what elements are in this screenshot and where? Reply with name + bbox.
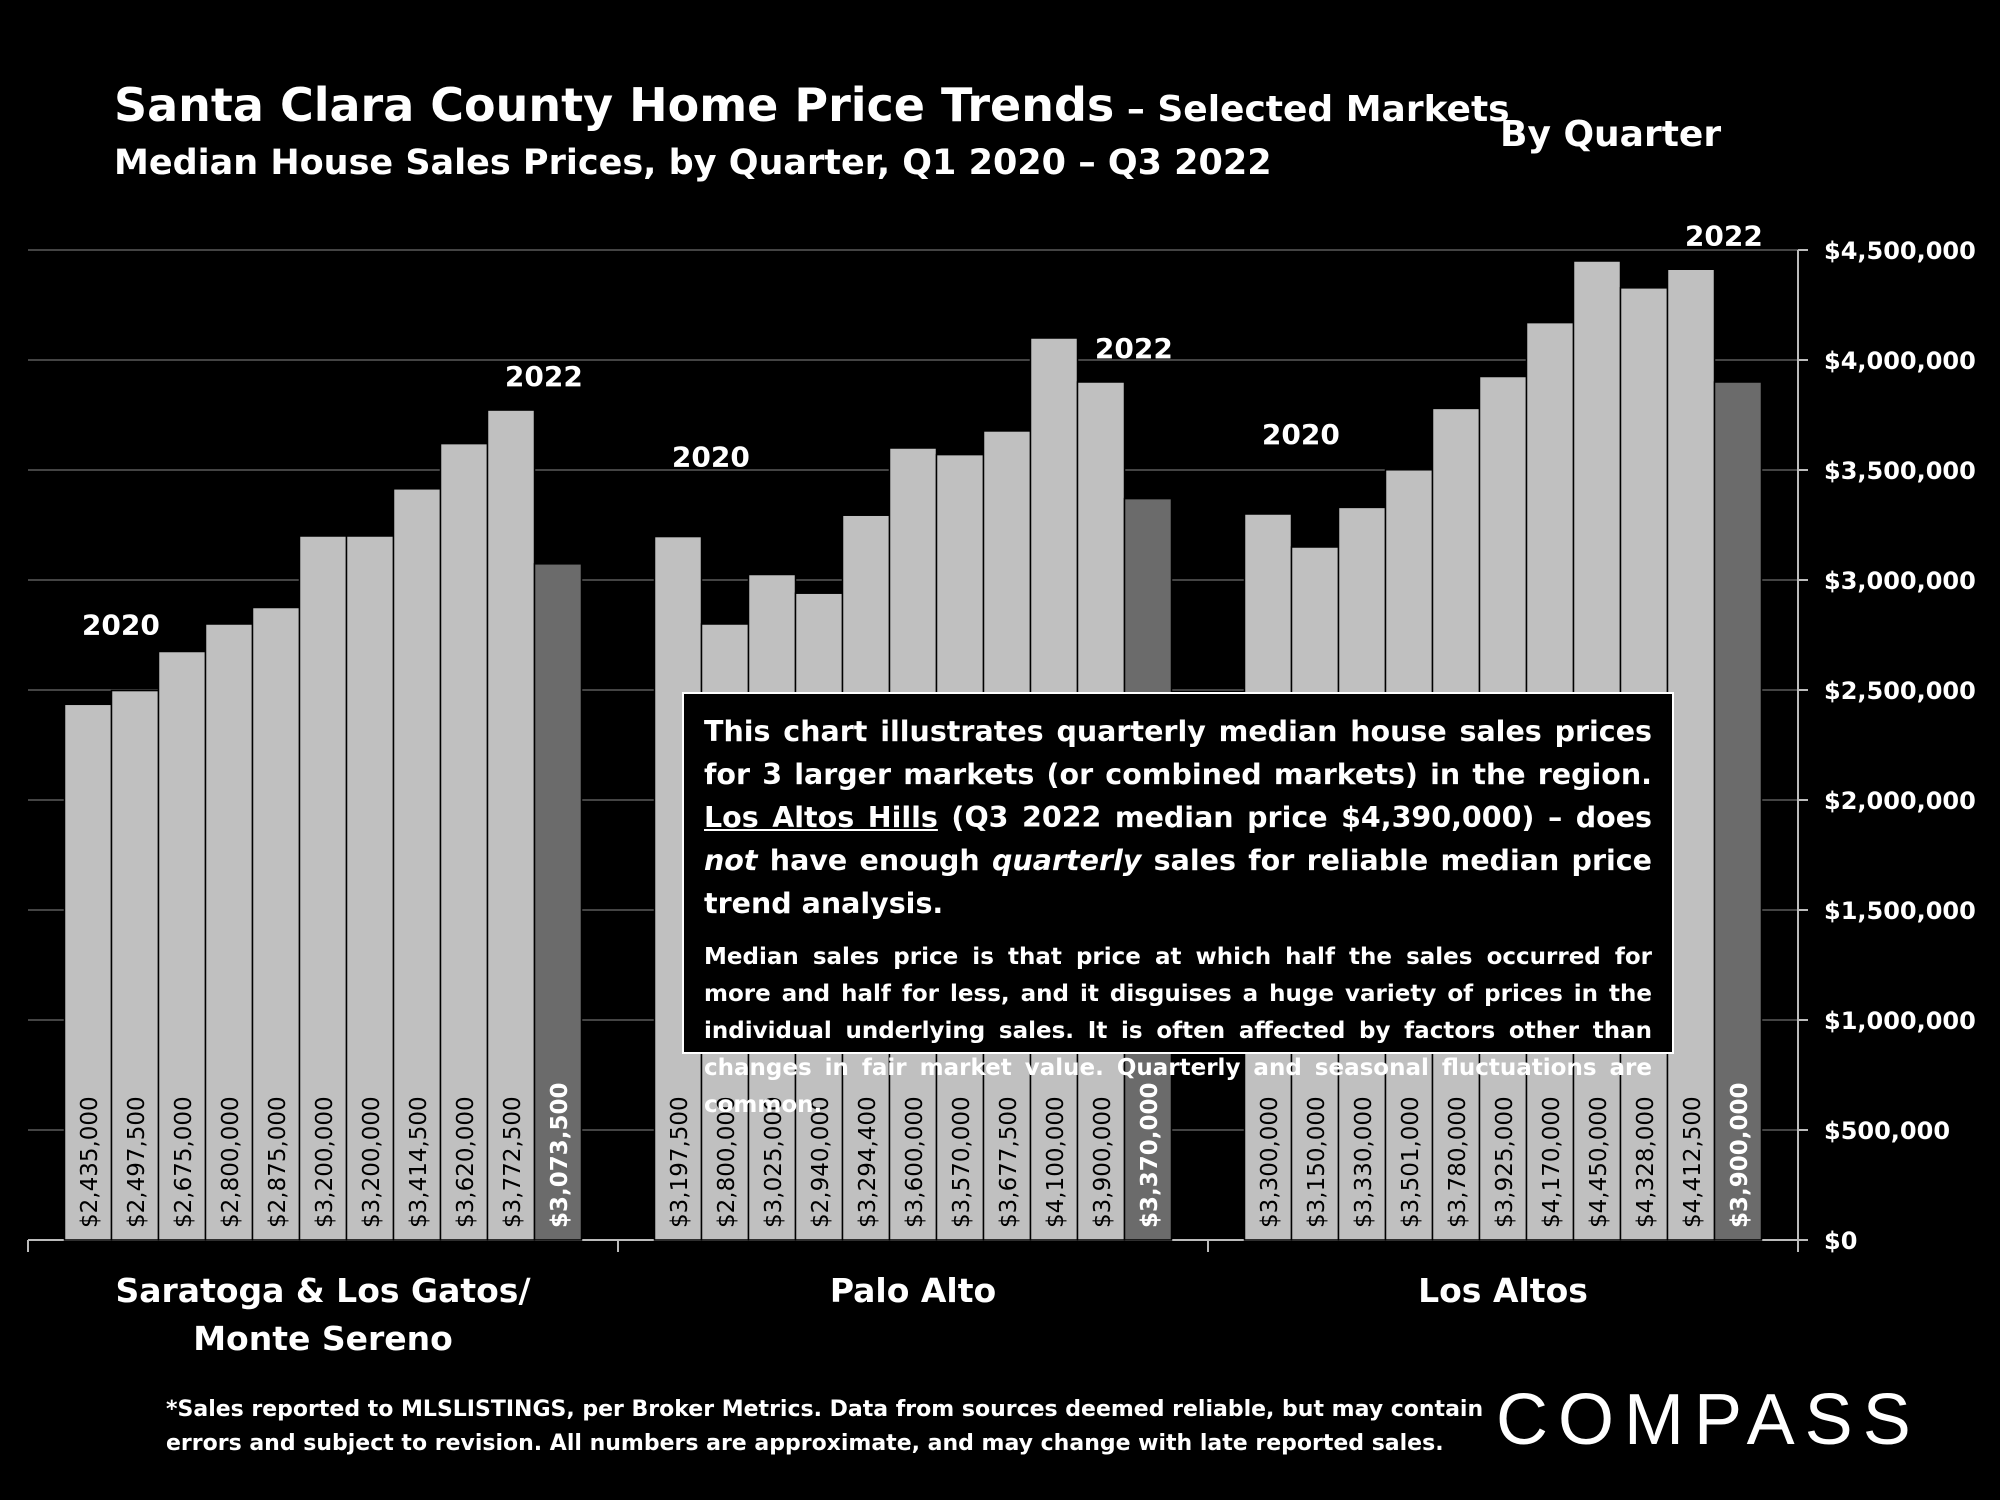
bar-value-label: $3,900,000 xyxy=(1727,1082,1753,1228)
bar xyxy=(392,488,442,1241)
footnote-line-1: *Sales reported to MLSLISTINGS, per Brok… xyxy=(166,1397,1484,1422)
category-label: Los Altos xyxy=(1418,1271,1588,1310)
bar xyxy=(251,606,301,1241)
bar xyxy=(486,409,536,1241)
bar-value-label: $3,370,000 xyxy=(1137,1082,1163,1228)
footnote: *Sales reported to MLSLISTINGS, per Brok… xyxy=(166,1393,1483,1461)
category-label: Saratoga & Los Gatos/ xyxy=(116,1271,532,1310)
bar-value-label: $2,800,000 xyxy=(218,1096,244,1228)
year-label-start: 2020 xyxy=(672,441,750,474)
bar-value-label: $3,900,000 xyxy=(1090,1096,1116,1228)
bar-value-label: $4,100,000 xyxy=(1043,1096,1069,1228)
y-tick-label: $3,000,000 xyxy=(1824,567,1976,595)
bar xyxy=(110,689,160,1241)
bar-value-label: $3,200,000 xyxy=(359,1096,385,1228)
category-label: Palo Alto xyxy=(830,1271,996,1310)
compass-logo-text: COMPASS xyxy=(1496,1380,1916,1458)
info-paragraph-main: This chart illustrates quarterly median … xyxy=(704,710,1652,925)
chart-title-main: Santa Clara County Home Price Trends xyxy=(114,78,1115,132)
bar-value-label: $3,294,400 xyxy=(855,1096,881,1228)
bar-value-label: $3,025,000 xyxy=(761,1096,787,1228)
by-quarter-label: By Quarter xyxy=(1500,114,1722,155)
bar xyxy=(533,563,583,1241)
y-tick-label: $2,000,000 xyxy=(1824,787,1976,815)
chart-title-suffix: – Selected Markets xyxy=(1114,89,1510,130)
y-tick-label: $2,500,000 xyxy=(1824,677,1976,705)
bar-value-label: $3,620,000 xyxy=(453,1096,479,1228)
bar-value-label: $2,435,000 xyxy=(77,1096,103,1228)
year-label-end: 2022 xyxy=(505,360,583,393)
y-tick-label: $1,500,000 xyxy=(1824,897,1976,925)
bar-value-label: $2,800,000 xyxy=(714,1096,740,1228)
bar xyxy=(157,650,207,1241)
bar-value-label: $3,197,500 xyxy=(667,1096,693,1228)
footnote-line-2: errors and subject to revision. All numb… xyxy=(166,1431,1444,1456)
category-label-line2: Monte Sereno xyxy=(193,1319,453,1358)
bar-value-label: $3,600,000 xyxy=(902,1096,928,1228)
info-text-1: This chart illustrates quarterly median … xyxy=(704,715,1652,791)
info-box: This chart illustrates quarterly median … xyxy=(682,692,1674,1118)
year-label-start: 2020 xyxy=(1262,418,1340,451)
bar xyxy=(1713,381,1763,1241)
year-label-end: 2022 xyxy=(1685,219,1763,252)
bar-value-label: $3,772,500 xyxy=(500,1096,526,1228)
y-tick-label: $4,000,000 xyxy=(1824,347,1976,375)
bar xyxy=(345,535,395,1241)
chart-title: Santa Clara County Home Price Trends – S… xyxy=(114,78,1510,132)
bar-value-label: $3,501,000 xyxy=(1398,1096,1424,1228)
bar xyxy=(204,623,254,1241)
bar-value-label: $3,300,000 xyxy=(1257,1096,1283,1228)
info-text-not: not xyxy=(704,844,758,877)
bar-value-label: $3,150,000 xyxy=(1304,1096,1330,1228)
compass-logo: COMPASS xyxy=(1496,1380,1916,1458)
bar-value-label: $4,450,000 xyxy=(1586,1096,1612,1228)
bar xyxy=(298,535,348,1241)
info-text-2: (Q3 2022 median price $4,390,000) – does xyxy=(937,801,1653,834)
bar-value-label: $4,412,500 xyxy=(1680,1096,1706,1228)
bar-value-label: $2,497,500 xyxy=(124,1096,150,1228)
bar xyxy=(1666,268,1716,1241)
bar-value-label: $2,675,000 xyxy=(171,1096,197,1228)
info-text-4: sales for reliable median price trend an… xyxy=(704,844,1653,920)
bar-value-label: $3,330,000 xyxy=(1351,1096,1377,1228)
info-paragraph-note: Median sales price is that price at whic… xyxy=(704,944,1652,1118)
bar-value-label: $3,925,000 xyxy=(1492,1096,1518,1228)
bar-value-label: $3,073,500 xyxy=(547,1082,573,1228)
year-label-end: 2022 xyxy=(1095,332,1173,365)
bar-value-label: $2,875,000 xyxy=(265,1096,291,1228)
y-tick-label: $3,500,000 xyxy=(1824,457,1976,485)
info-link-los-altos-hills: Los Altos Hills xyxy=(704,801,938,834)
bar-value-label: $3,414,500 xyxy=(406,1096,432,1228)
year-label-start: 2020 xyxy=(82,608,160,641)
y-tick-label: $4,500,000 xyxy=(1824,237,1976,265)
bar-value-label: $2,940,000 xyxy=(808,1096,834,1228)
bar-value-label: $3,780,000 xyxy=(1445,1096,1471,1228)
bar xyxy=(63,703,113,1241)
bar-value-label: $3,677,500 xyxy=(996,1096,1022,1228)
y-tick-label: $500,000 xyxy=(1824,1117,1950,1145)
y-tick-label: $1,000,000 xyxy=(1824,1007,1976,1035)
bar-value-label: $3,570,000 xyxy=(949,1096,975,1228)
bar xyxy=(439,442,489,1241)
info-text-quarterly: quarterly xyxy=(992,844,1142,877)
bar-value-label: $4,328,000 xyxy=(1633,1096,1659,1228)
y-tick-label: $0 xyxy=(1824,1227,1857,1255)
bar-value-label: $3,200,000 xyxy=(312,1096,338,1228)
info-text-3: have enough xyxy=(757,844,993,877)
chart-subtitle: Median House Sales Prices, by Quarter, Q… xyxy=(114,143,1272,183)
bar-value-label: $4,170,000 xyxy=(1539,1096,1565,1228)
